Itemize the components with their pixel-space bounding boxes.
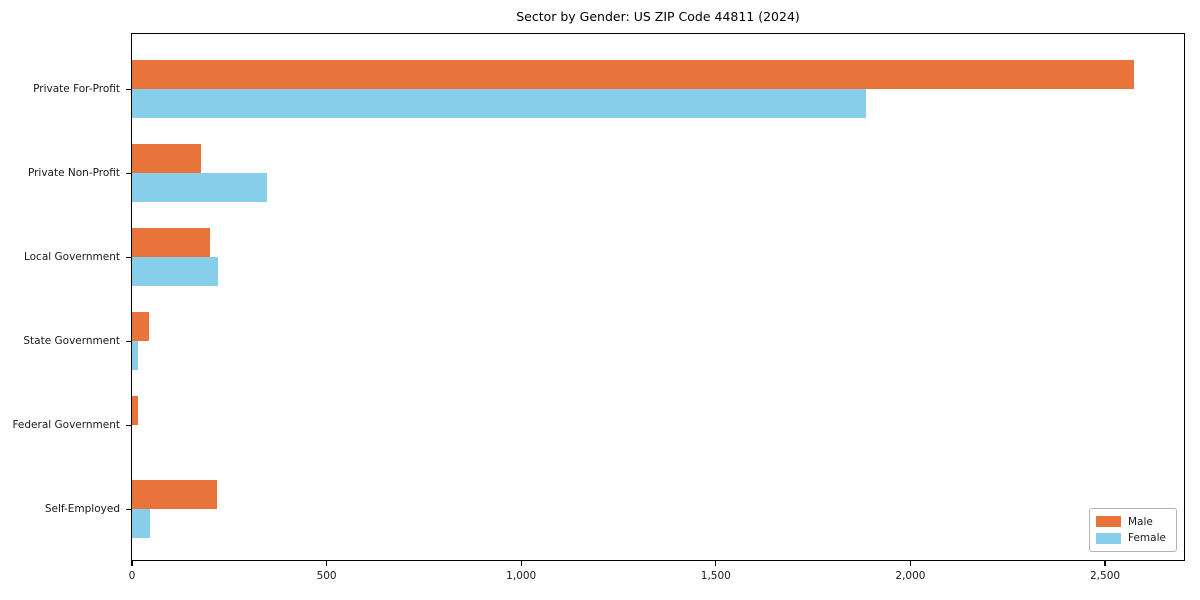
bar-male-local-government [132,228,210,258]
legend-label-male: Male [1128,515,1153,528]
y-tick-label-private-for-profit: Private For-Profit [33,82,120,95]
bar-male-federal-government [132,396,138,426]
y-tick-mark [126,172,131,174]
x-tick-label-1000: 1,000 [506,570,537,582]
bar-male-private-non-profit [132,144,202,174]
bar-female-self-employed [132,509,151,539]
y-tick-label-state-government: State Government [23,334,120,347]
y-tick-label-self-employed: Self-Employed [44,502,120,515]
x-tick-label-1500: 1,500 [700,570,731,582]
legend-label-female: Female [1128,532,1166,545]
bar-male-self-employed [132,480,217,510]
x-tick-mark [909,561,912,566]
bar-female-state-government [132,341,139,371]
legend-item-male: Male [1096,516,1170,528]
y-tick-mark [126,88,131,90]
bar-female-local-government [132,257,218,287]
bar-male-state-government [132,312,150,342]
legend-swatch-female [1096,532,1121,544]
x-tick-mark [326,561,328,566]
x-tick-label-0: 0 [128,570,136,582]
legend: Male Female [1089,508,1177,552]
x-tick-mark [1104,561,1106,566]
x-tick-mark [715,561,717,566]
y-tick-mark [126,508,131,510]
bar-male-private-for-profit [132,60,1135,90]
x-tick-label-500: 500 [316,570,337,582]
y-tick-label-federal-government: Federal Government [12,418,120,431]
y-tick-mark [126,424,131,426]
y-tick-mark [126,340,131,342]
y-tick-label-private-non-profit: Private Non-Profit [27,166,120,179]
x-tick-mark [520,561,522,566]
x-tick-mark [131,561,133,566]
chart-title: Sector by Gender: US ZIP Code 44811 (202… [516,9,800,24]
bar-female-private-for-profit [132,89,866,119]
legend-item-female: Female [1096,532,1170,544]
bar-female-private-non-profit [132,173,268,203]
legend-swatch-male [1096,516,1121,528]
y-tick-label-local-government: Local Government [23,250,120,263]
x-tick-label-2500: 2,500 [1090,570,1121,582]
x-tick-label-2000: 2,000 [895,570,926,582]
plot-area: Male Female Private For-Profit Private No… [12,33,1185,582]
y-tick-mark [126,256,131,258]
